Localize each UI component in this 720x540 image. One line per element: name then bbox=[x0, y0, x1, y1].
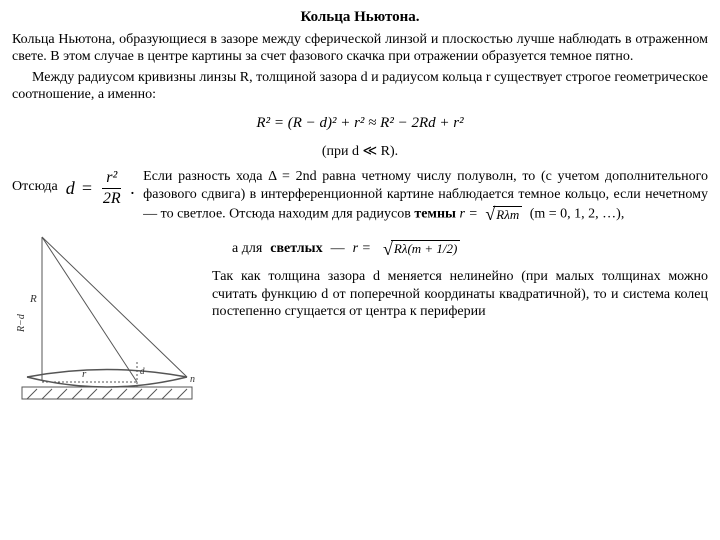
d-var: d bbox=[66, 177, 75, 200]
diagram-svg: R R−d r n d bbox=[12, 232, 202, 412]
paragraph-2: Между радиусом кривизны линзы R, толщино… bbox=[12, 69, 708, 104]
explanation-text: Если разность хода Δ = 2nd равна четному… bbox=[143, 168, 708, 226]
fraction: r² 2R bbox=[99, 170, 125, 207]
sqrt-body-dark: Rλm bbox=[493, 206, 522, 223]
equals-sign: = bbox=[81, 177, 93, 200]
page-title: Кольца Ньютона. bbox=[12, 8, 708, 27]
svg-text:R−d: R−d bbox=[16, 313, 27, 333]
a-dlya: а для bbox=[232, 240, 262, 258]
r-equals-light: r = bbox=[353, 240, 371, 258]
dash: — bbox=[331, 240, 345, 258]
paragraph-1: Кольца Ньютона, образующиеся в зазоре ме… bbox=[12, 31, 708, 66]
svg-text:R: R bbox=[29, 293, 37, 305]
sqrt-light: √ Rλ(m + 1/2) bbox=[383, 238, 460, 261]
frac-denominator: 2R bbox=[99, 189, 125, 207]
sqrt-dark: √ Rλm bbox=[485, 203, 522, 226]
sqrt-body-light: Rλ(m + 1/2) bbox=[391, 240, 461, 257]
otsyuda-label: Отсюда bbox=[12, 168, 58, 196]
paragraph-3: Так как толщина зазора d меняется нелине… bbox=[212, 268, 708, 321]
light-equation-row: а для светлых — r = √ Rλ(m + 1/2) bbox=[232, 238, 708, 261]
derivation-row: Отсюда d = r² 2R . Если разность хода Δ … bbox=[12, 168, 708, 226]
frac-numerator: r² bbox=[102, 170, 121, 189]
r-equals-dark: r = bbox=[459, 206, 477, 221]
bottom-text-block: а для светлых — r = √ Rλ(m + 1/2) Так ка… bbox=[212, 232, 708, 412]
svg-text:n: n bbox=[190, 374, 195, 385]
m-values: (m = 0, 1, 2, …), bbox=[530, 206, 625, 221]
svg-text:r: r bbox=[82, 368, 87, 380]
d-equation: d = r² 2R . bbox=[66, 168, 135, 207]
lens-diagram: R R−d r n d bbox=[12, 232, 202, 412]
svetlyh-bold: светлых bbox=[270, 240, 322, 258]
svg-text:d: d bbox=[140, 366, 145, 376]
temny-bold: темны bbox=[414, 206, 456, 221]
equation-main: R² = (R − d)² + r² ≈ R² − 2Rd + r² bbox=[12, 114, 708, 133]
equation-condition: (при d ≪ R). bbox=[12, 143, 708, 161]
bottom-section: R R−d r n d а для светлых — r = √ Rλ(m +… bbox=[12, 232, 708, 412]
period: . bbox=[131, 177, 136, 200]
